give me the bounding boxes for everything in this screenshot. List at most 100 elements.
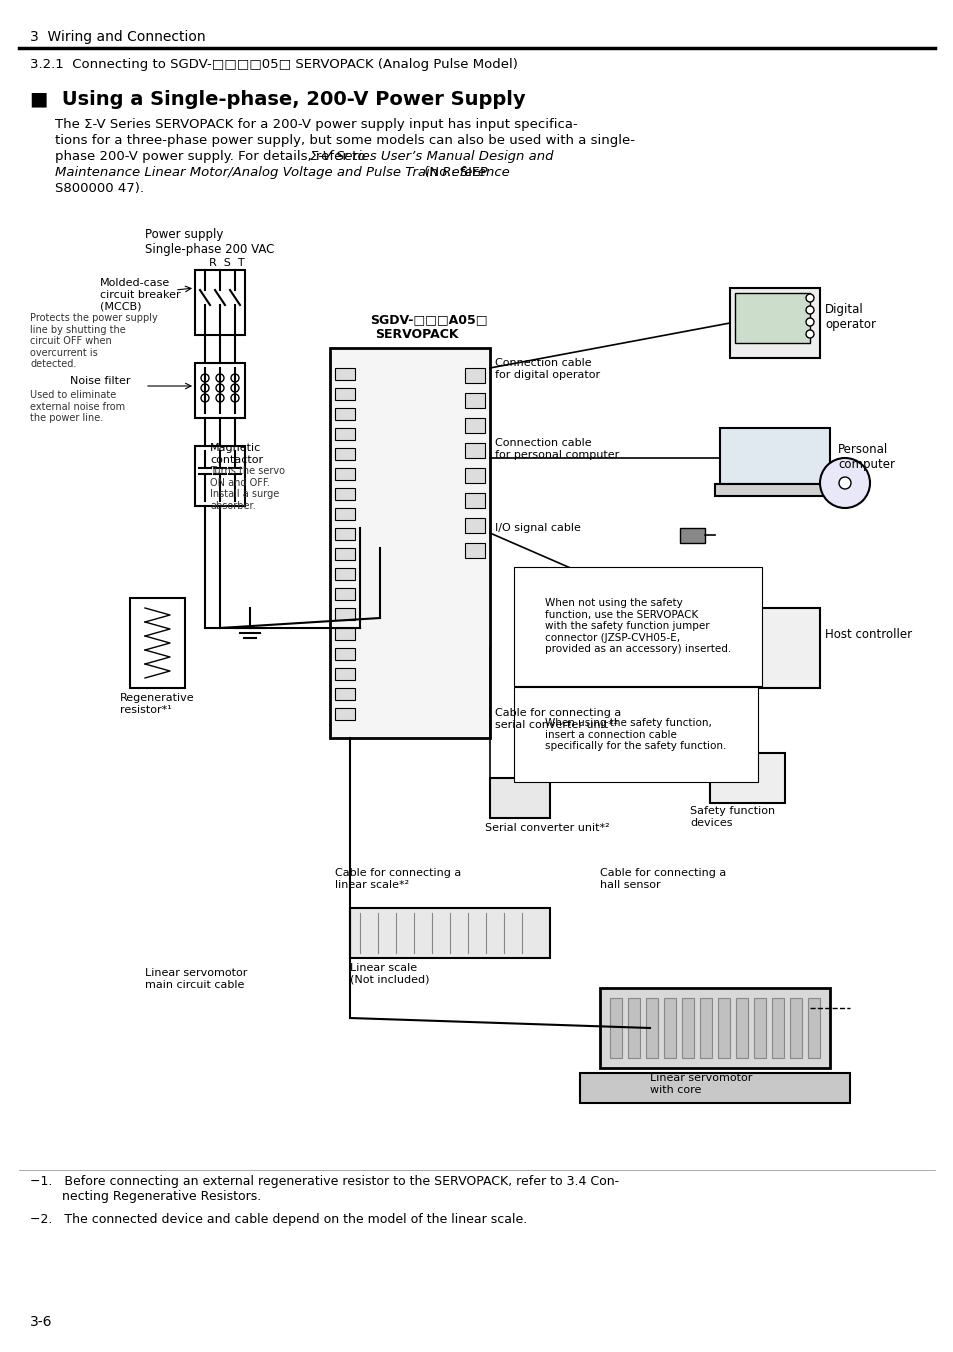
Text: 3  Wiring and Connection: 3 Wiring and Connection [30, 30, 206, 45]
Bar [335, 688, 355, 700]
Circle shape [820, 458, 869, 508]
Bar [724, 662, 744, 673]
Bar [681, 998, 693, 1059]
Bar [335, 548, 355, 560]
Bar [720, 608, 820, 688]
Circle shape [231, 393, 239, 402]
Bar [609, 998, 621, 1059]
Bar [729, 288, 820, 358]
Bar [720, 429, 829, 484]
Circle shape [215, 393, 224, 402]
Bar [663, 998, 676, 1059]
Bar [464, 468, 484, 483]
Text: The Σ-V Series SERVOPACK for a 200-V power supply input has input specifica-: The Σ-V Series SERVOPACK for a 200-V pow… [55, 118, 578, 131]
Circle shape [805, 306, 813, 314]
Circle shape [201, 375, 209, 383]
Bar [130, 598, 185, 688]
Bar [700, 998, 711, 1059]
Bar [464, 418, 484, 433]
Text: −2.   The connected device and cable depend on the model of the linear scale.: −2. The connected device and cable depen… [30, 1213, 527, 1226]
Bar [335, 529, 355, 539]
Bar [335, 488, 355, 500]
Bar [335, 608, 355, 621]
Text: Noise filter: Noise filter [70, 376, 131, 387]
Text: R  S  T: R S T [209, 258, 244, 268]
Bar [679, 529, 704, 544]
Bar [335, 588, 355, 600]
Bar [734, 293, 809, 343]
Text: When not using the safety
function, use the SERVOPACK
with the safety function j: When not using the safety function, use … [544, 598, 731, 654]
Bar [194, 270, 245, 335]
Text: Cable for connecting a
hall sensor: Cable for connecting a hall sensor [599, 868, 725, 890]
Circle shape [805, 330, 813, 338]
Bar [350, 909, 550, 959]
Bar [709, 753, 784, 803]
Text: Turns the servo
ON and OFF.
Install a surge
absorber.: Turns the servo ON and OFF. Install a su… [210, 466, 285, 511]
Text: Magnetic
contactor: Magnetic contactor [210, 443, 263, 465]
Bar [335, 388, 355, 400]
Text: Linear servomotor
with core: Linear servomotor with core [649, 1073, 752, 1095]
Text: (No.: SIEP: (No.: SIEP [419, 166, 488, 178]
Bar [335, 468, 355, 480]
Text: Serial converter unit*²: Serial converter unit*² [484, 823, 609, 833]
Text: S800000 47).: S800000 47). [55, 183, 144, 195]
Bar [464, 518, 484, 533]
Text: Cable for connecting a
linear scale*²: Cable for connecting a linear scale*² [335, 868, 460, 890]
Circle shape [805, 293, 813, 301]
Bar [753, 998, 765, 1059]
Bar [464, 443, 484, 458]
Text: Protects the power supply
line by shutting the
circuit OFF when
overcurrent is
d: Protects the power supply line by shutti… [30, 314, 157, 369]
Bar [627, 998, 639, 1059]
Bar [724, 618, 744, 627]
Circle shape [215, 384, 224, 392]
Text: Cable for connecting a
serial converter unit*²: Cable for connecting a serial converter … [495, 708, 620, 730]
Bar [599, 988, 829, 1068]
Text: 3-6: 3-6 [30, 1315, 52, 1329]
Text: SGDV-□□□A05□: SGDV-□□□A05□ [370, 314, 487, 326]
Text: Linear servomotor
main circuit cable: Linear servomotor main circuit cable [145, 968, 247, 990]
Text: When using the safety function,
insert a connection cable
specifically for the s: When using the safety function, insert a… [544, 718, 725, 752]
Text: Molded-case
circuit breaker
(MCCB): Molded-case circuit breaker (MCCB) [100, 279, 180, 311]
Bar [771, 998, 783, 1059]
Bar [335, 368, 355, 380]
Bar [335, 568, 355, 580]
Text: ■  Using a Single-phase, 200-V Power Supply: ■ Using a Single-phase, 200-V Power Supp… [30, 91, 525, 110]
Bar [724, 633, 744, 644]
Bar [335, 668, 355, 680]
Bar [335, 508, 355, 521]
Bar [335, 708, 355, 721]
Circle shape [838, 477, 850, 489]
Bar [464, 368, 484, 383]
Text: Σ-V Series User’s Manual Design and: Σ-V Series User’s Manual Design and [310, 150, 553, 164]
Bar [464, 544, 484, 558]
Text: tions for a three-phase power supply, but some models can also be used with a si: tions for a three-phase power supply, bu… [55, 134, 635, 147]
Bar [714, 484, 834, 496]
Text: Linear scale
(Not included): Linear scale (Not included) [350, 963, 429, 984]
Bar [335, 448, 355, 460]
Bar [645, 998, 658, 1059]
Bar [335, 648, 355, 660]
Bar [194, 362, 245, 418]
Text: 3.2.1  Connecting to SGDV-□□□□05□ SERVOPACK (Analog Pulse Model): 3.2.1 Connecting to SGDV-□□□□05□ SERVOPA… [30, 58, 517, 72]
Text: Personal
computer: Personal computer [837, 443, 894, 470]
Text: Connection cable
for digital operator: Connection cable for digital operator [495, 358, 599, 380]
Bar [807, 998, 820, 1059]
Bar [335, 627, 355, 639]
Bar [724, 648, 744, 658]
Text: SERVOPACK: SERVOPACK [375, 329, 458, 341]
Bar [194, 446, 245, 506]
Circle shape [201, 393, 209, 402]
Bar [464, 393, 484, 408]
Bar [579, 1073, 849, 1103]
Text: Digital
operator: Digital operator [824, 303, 875, 331]
Circle shape [231, 375, 239, 383]
Circle shape [201, 384, 209, 392]
Circle shape [231, 384, 239, 392]
Text: I/O signal cable: I/O signal cable [495, 523, 580, 533]
Circle shape [215, 375, 224, 383]
Bar [735, 998, 747, 1059]
Text: Safety function
devices: Safety function devices [689, 806, 774, 827]
Text: Host controller: Host controller [824, 627, 911, 641]
Bar [718, 998, 729, 1059]
Bar [330, 347, 490, 738]
